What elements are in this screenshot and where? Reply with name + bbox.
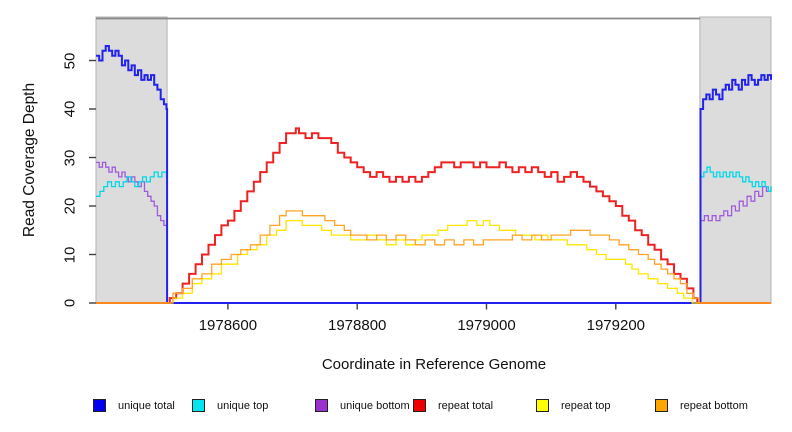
x-tick-label-1979200: 1979200 <box>586 317 646 334</box>
series-unique-top <box>96 166 772 304</box>
legend-swatch-unique-top <box>192 399 205 412</box>
legend-swatch-repeat-bottom <box>655 399 668 412</box>
legend-label: unique top <box>217 399 269 412</box>
legend-label: unique bottom <box>340 399 410 412</box>
x-tick-label-1978800: 1978800 <box>328 317 387 334</box>
legend-label: repeat top <box>561 399 611 412</box>
shaded-region-right-flank <box>699 16 772 304</box>
legend-label: repeat bottom <box>680 399 748 412</box>
series-repeat-total <box>96 127 771 304</box>
legend-label: unique total <box>118 399 175 412</box>
legend-item-repeat-bottom: repeat bottom <box>655 399 748 412</box>
y-tick-label-30: 30 <box>61 149 79 166</box>
series-repeat-top <box>96 219 771 304</box>
legend-swatch-repeat-top <box>536 399 549 412</box>
y-tick-label-40: 40 <box>61 100 79 118</box>
legend-swatch-unique-total <box>93 399 106 412</box>
series-unique-bottom <box>96 161 772 304</box>
legend-item-repeat-total: repeat total <box>413 399 493 412</box>
legend-item-unique-total: unique total <box>93 399 175 412</box>
series-unique-total <box>96 45 772 304</box>
y-tick-label-50: 50 <box>61 52 79 69</box>
legend-swatch-repeat-total <box>413 399 426 412</box>
y-tick-label-20: 20 <box>61 197 79 215</box>
series-repeat-bottom <box>96 210 771 304</box>
legend-item-repeat-top: repeat top <box>536 399 611 412</box>
legend-label: repeat total <box>438 399 494 412</box>
shaded-region-left-flank <box>95 16 168 304</box>
x-axis-title: Coordinate in Reference Genome <box>321 356 547 373</box>
legend-swatch-unique-bottom <box>315 399 328 412</box>
y-axis-title: Read Coverage Depth <box>21 82 38 238</box>
y-tick-label-10: 10 <box>61 246 79 263</box>
y-tick-label-0: 0 <box>61 298 79 308</box>
x-tick-label-1979000: 1979000 <box>457 317 516 334</box>
x-tick-label-1978600: 1978600 <box>198 317 258 334</box>
legend-item-unique-top: unique top <box>192 399 268 412</box>
legend-item-unique-bottom: unique bottom <box>315 399 410 412</box>
